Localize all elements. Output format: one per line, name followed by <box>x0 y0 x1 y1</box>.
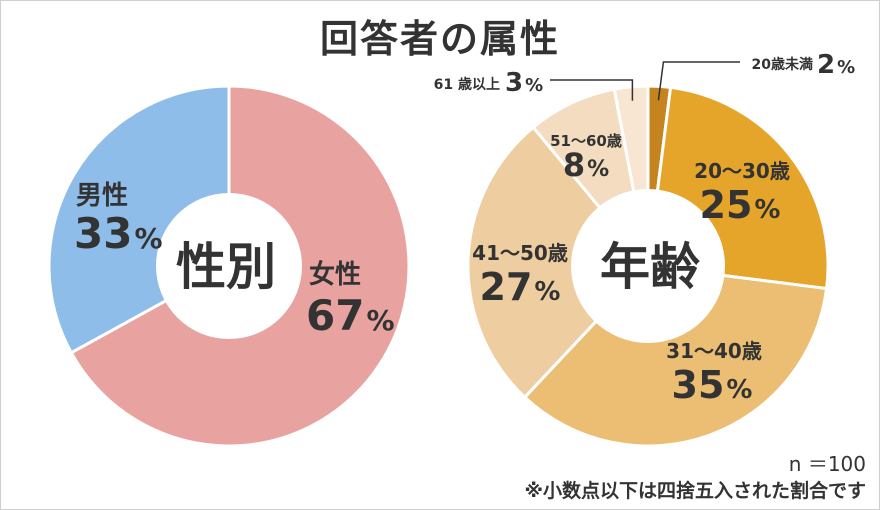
pie-slice-31-40 <box>522 264 829 448</box>
slice-name-label: 41～50歳 <box>472 241 568 265</box>
slice-value-label: 27% <box>480 265 561 309</box>
donut-hole <box>156 193 302 339</box>
slice-name-label: 51～60歳 <box>550 132 622 150</box>
slice-value-unit: % <box>525 75 543 96</box>
slice-name-label: 女性 <box>309 259 361 290</box>
slice-value-unit: % <box>366 304 394 337</box>
slice-value-unit: % <box>837 57 855 78</box>
slice-value-label: 2% <box>817 50 855 80</box>
center-label: 年齢 <box>600 238 700 296</box>
slice-value-label: 33% <box>74 209 163 258</box>
slice-value-unit: % <box>134 222 162 255</box>
slice-value-label: 25% <box>700 183 781 227</box>
slice-value-number: 25 <box>700 183 753 227</box>
slice-value-unit: % <box>587 157 609 182</box>
slice-value-number: 33 <box>74 209 132 258</box>
slice-value-unit: % <box>754 195 780 225</box>
slice-name-label: 61 歳以上 <box>434 76 500 93</box>
slice-value-number: 3 <box>505 68 523 98</box>
center-label: 性別 <box>176 238 276 296</box>
slice-value-number: 27 <box>480 265 533 309</box>
slice-name-label: 20～30歳 <box>694 159 790 183</box>
slice-value-label: 3% <box>505 68 543 98</box>
slice-name-label: 20歳未満 <box>752 56 813 73</box>
slice-name-label: 31～40歳 <box>666 339 762 363</box>
donut-hole <box>571 189 725 343</box>
slice-value-number: 8 <box>563 146 585 184</box>
slice-value-label: 67% <box>306 291 395 340</box>
slice-value-label: 35% <box>672 363 753 407</box>
pie-slice-41-50 <box>466 125 650 400</box>
slice-value-label: 8% <box>563 146 609 184</box>
slice-value-number: 67 <box>306 291 364 340</box>
chart-title: 回答者の属性 <box>319 17 560 61</box>
slice-value-unit: % <box>534 277 560 307</box>
callout-line <box>657 61 740 101</box>
slice-value-number: 2 <box>817 50 835 80</box>
callout-line <box>550 79 634 101</box>
slice-value-number: 35 <box>672 363 725 407</box>
rounding-note: ※小数点以下は四捨五入された割合です <box>524 480 866 502</box>
slice-name-label: 男性 <box>76 181 128 211</box>
slice-value-unit: % <box>726 375 752 405</box>
sample-size-note: n ＝100 <box>788 452 866 476</box>
